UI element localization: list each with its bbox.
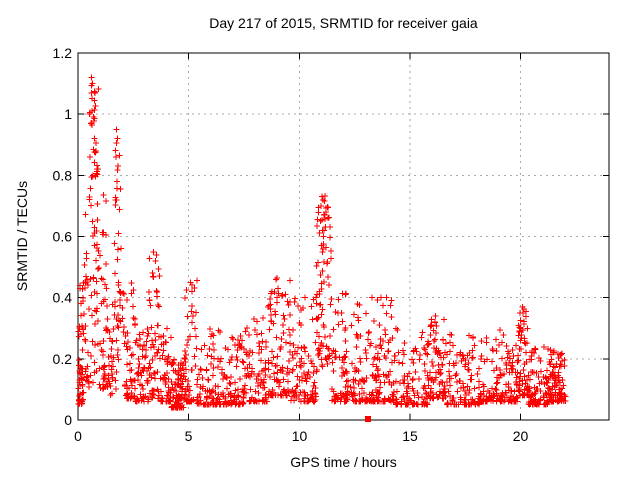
y-tick-label: 0 [64, 412, 72, 428]
x-axis-label: GPS time / hours [290, 454, 397, 470]
y-tick-label: 0.2 [53, 351, 73, 367]
y-tick-label: 0.8 [53, 168, 73, 184]
x-tick-label: 0 [74, 428, 82, 444]
x-tick-label: 20 [513, 428, 529, 444]
chart-title: Day 217 of 2015, SRMTID for receiver gai… [209, 15, 478, 31]
x-tick-label: 10 [292, 428, 308, 444]
flag-square-marker [365, 416, 371, 422]
y-tick-label: 0.4 [53, 290, 73, 306]
x-tick-label: 5 [185, 428, 193, 444]
y-tick-label: 0.6 [53, 229, 73, 245]
y-tick-label: 1 [64, 106, 72, 122]
plot-frame [77, 52, 610, 421]
x-tick-label: 15 [402, 428, 418, 444]
y-tick-label: 1.2 [53, 45, 73, 61]
scatter-points [75, 74, 569, 411]
